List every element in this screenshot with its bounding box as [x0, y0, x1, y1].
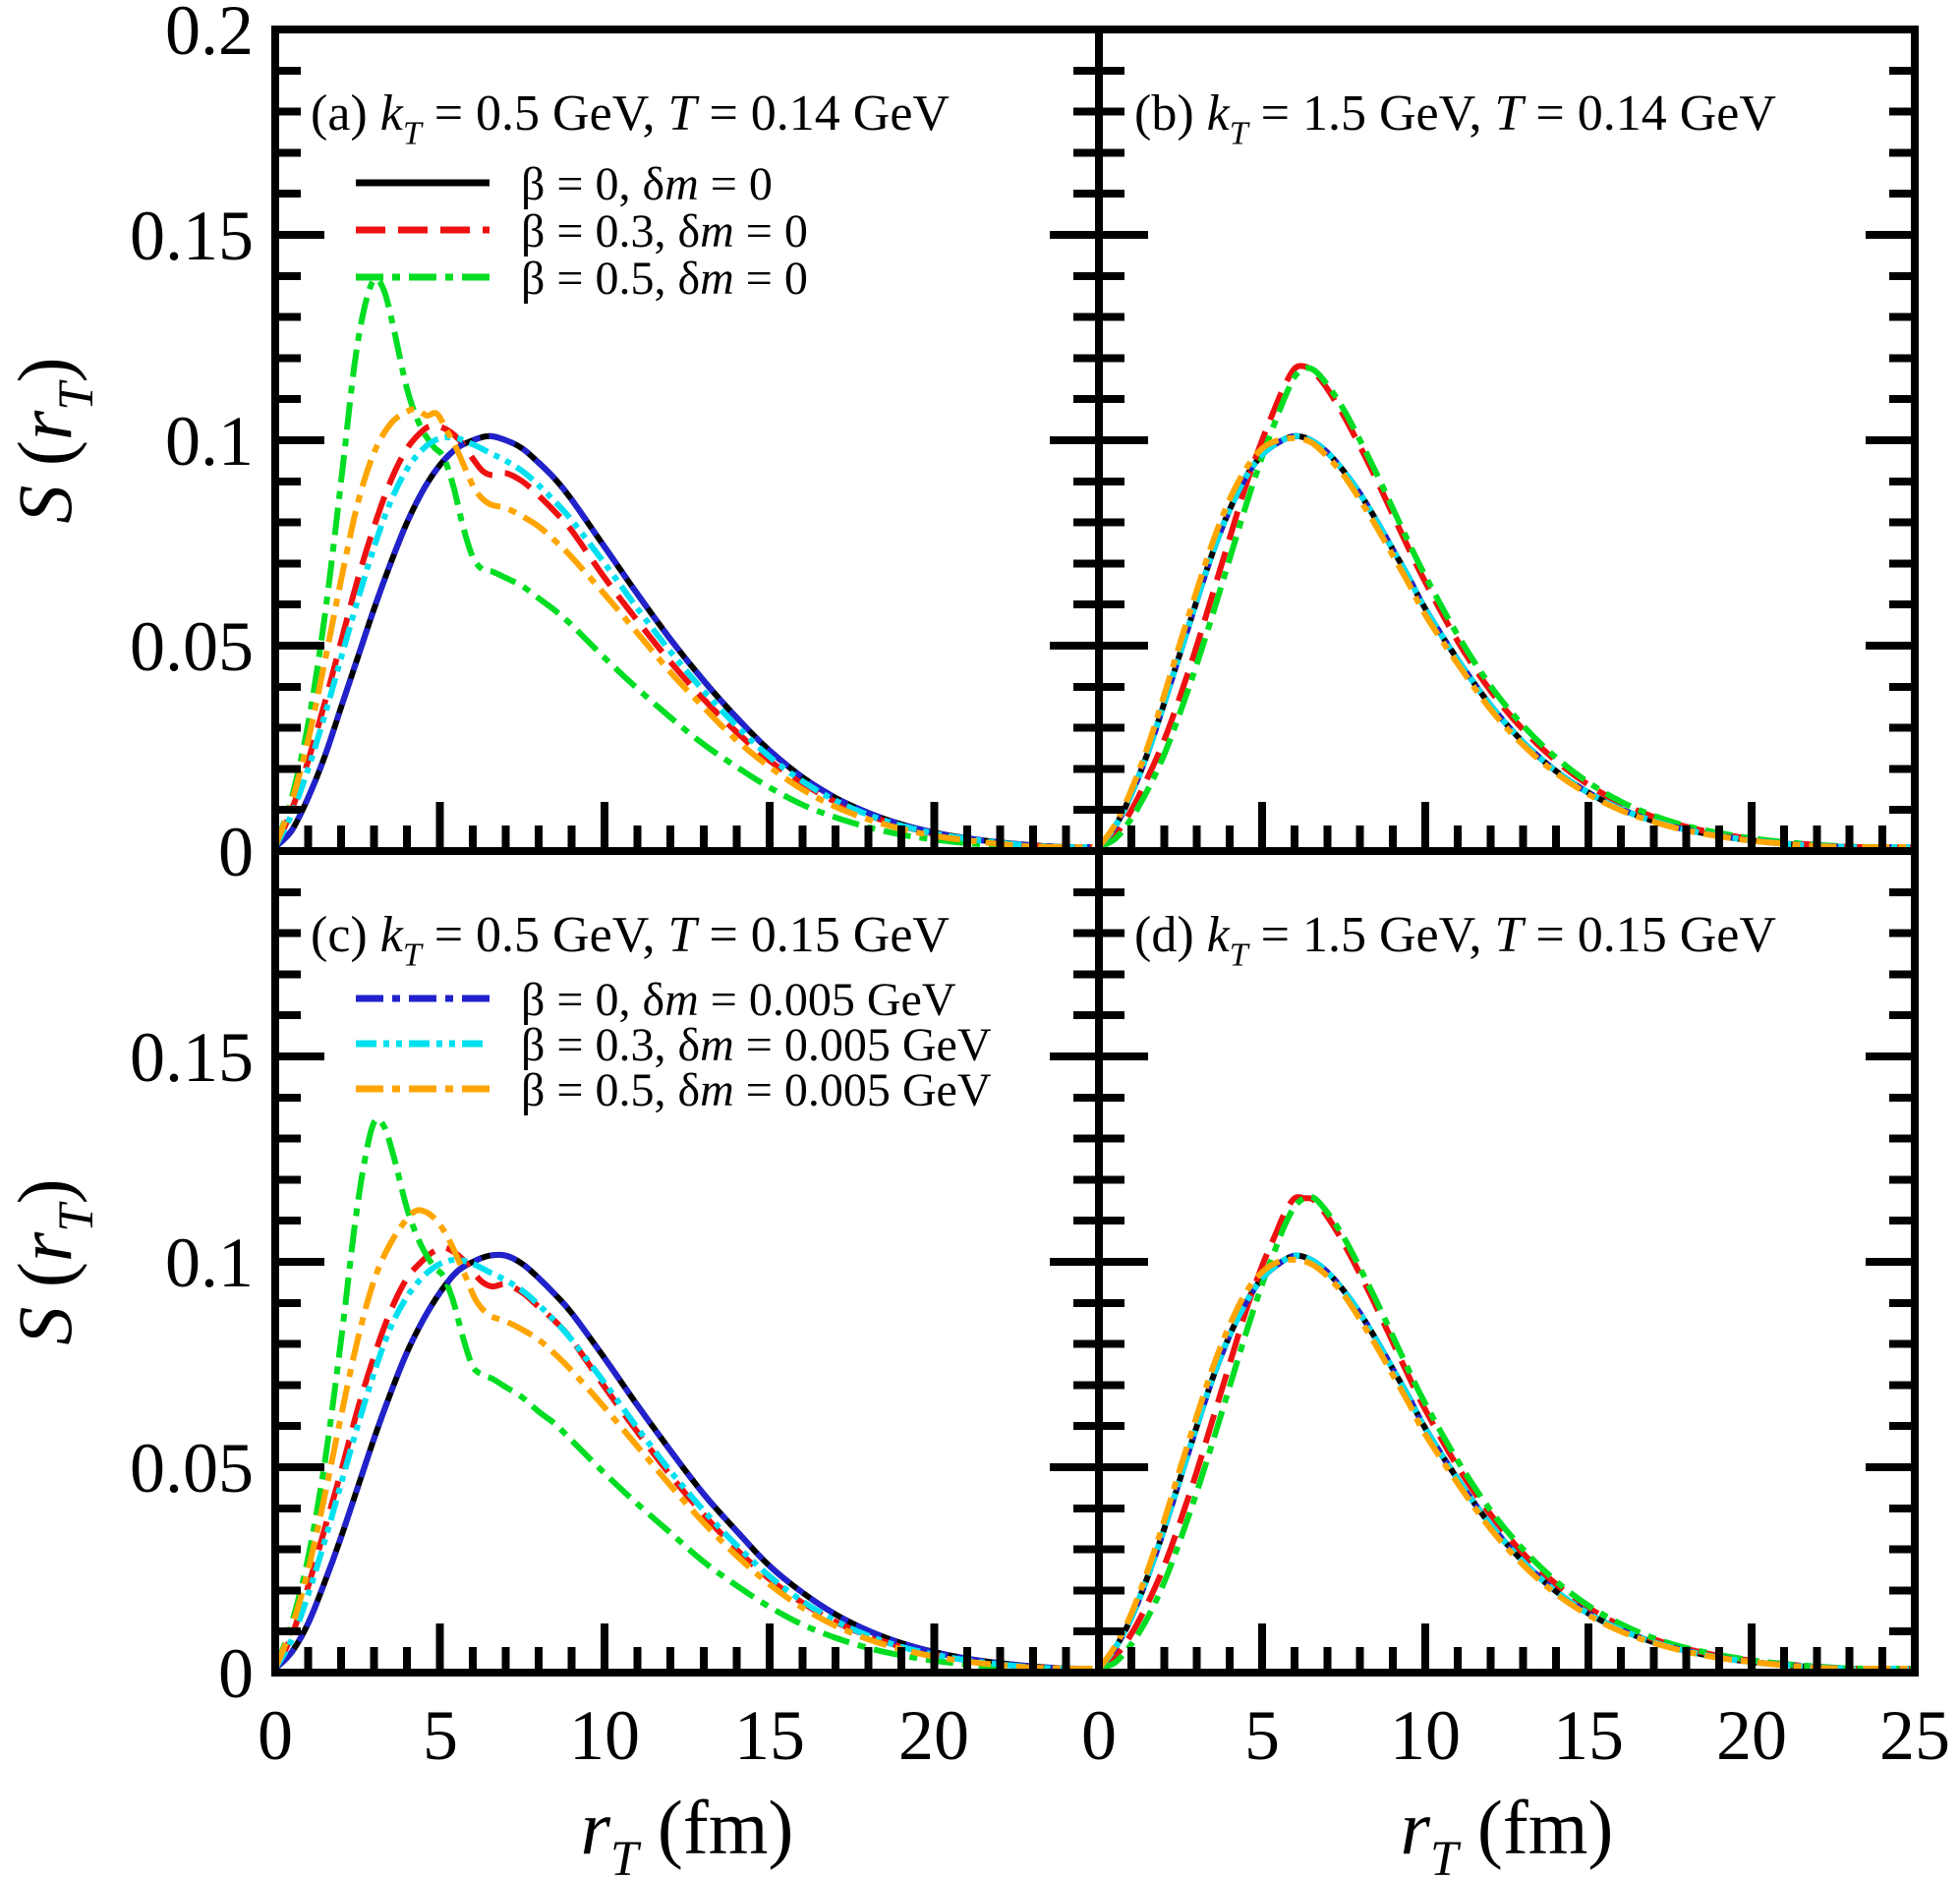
panel-d: (d) kT = 1.5 GeV, T = 0.15 GeV: [1095, 847, 1919, 1677]
curves-c: [275, 1115, 1093, 1673]
y-tick-label: 0.05: [130, 607, 254, 686]
y-tick-label: 0: [218, 813, 254, 891]
y-ticks-a: [275, 66, 1099, 815]
y-axis-title-top: S (rT): [2, 357, 104, 523]
curve-b-beta0dm: [1099, 432, 1915, 851]
x-tick-label: 0: [1081, 1696, 1117, 1775]
x-tick-label: 5: [423, 1696, 458, 1775]
legend-a: β = 0, δm = 0β = 0.3, δm = 0β = 0.5, δm …: [356, 158, 808, 305]
curve-b-beta03dm: [1099, 432, 1915, 851]
y-tick-label: 0.1: [165, 402, 254, 481]
y-tick-label: 0.05: [130, 1429, 254, 1508]
y-tick-label: 0.15: [130, 1018, 254, 1097]
legend-label-beta0dm: β = 0, δm = 0.005 GeV: [521, 974, 956, 1026]
x-tick-label: 10: [1390, 1696, 1461, 1775]
y-ticks-b: [1099, 66, 1915, 815]
legend-label-beta05dm: β = 0.5, δm = 0.005 GeV: [521, 1064, 992, 1116]
x-ticks-d: [1127, 1623, 1886, 1673]
curves-d: [1099, 1193, 1915, 1673]
panel-title-c: (c) kT = 0.5 GeV, T = 0.15 GeV: [311, 907, 950, 974]
panel-b: (b) kT = 1.5 GeV, T = 0.14 GeV: [1095, 26, 1919, 855]
curves-a: [275, 276, 1093, 851]
curve-c-beta03dm: [275, 1256, 1093, 1673]
y-tick-label: 0.2: [165, 0, 254, 70]
curve-b-beta05: [1099, 365, 1915, 851]
y-ticks-c: [275, 887, 1099, 1636]
y-tick-label: 0.15: [130, 197, 254, 275]
curve-a-beta03dm: [275, 433, 1093, 851]
x-tick-label: 25: [1879, 1696, 1950, 1775]
curve-d-beta05dm: [1099, 1256, 1915, 1673]
curve-a-beta05dm: [275, 406, 1093, 851]
x-tick-label: 10: [569, 1696, 640, 1775]
panel-title-b: (b) kT = 1.5 GeV, T = 0.14 GeV: [1134, 85, 1776, 152]
curve-a-beta0: [275, 432, 1093, 851]
x-axis-title-left: rT (fm): [581, 1785, 794, 1878]
x-ticks-b: [1127, 802, 1886, 851]
y-tick-label: 0.1: [165, 1224, 254, 1302]
x-tick-label: 15: [1553, 1696, 1624, 1775]
curve-d-beta03dm: [1099, 1252, 1915, 1673]
legend-label-beta0: β = 0, δm = 0: [521, 158, 773, 210]
curve-c-beta05: [275, 1115, 1093, 1673]
y-axis-title-bottom: S (rT): [2, 1178, 104, 1344]
panel-title-d: (d) kT = 1.5 GeV, T = 0.15 GeV: [1134, 907, 1776, 974]
curve-c-beta0dm: [275, 1251, 1093, 1673]
curves-b: [1099, 363, 1915, 851]
curve-d-beta05: [1099, 1193, 1915, 1673]
panel-title-a: (a) kT = 0.5 GeV, T = 0.14 GeV: [311, 85, 950, 152]
curve-d-beta0: [1099, 1252, 1915, 1673]
x-tick-label: 0: [258, 1696, 293, 1775]
curve-c-beta05dm: [275, 1207, 1093, 1673]
x-tick-label: 20: [898, 1696, 969, 1775]
y-ticks-d: [1099, 887, 1915, 1636]
curve-a-beta05: [275, 276, 1093, 851]
curve-d-beta0dm: [1099, 1252, 1915, 1673]
legend-label-beta03dm: β = 0.3, δm = 0.005 GeV: [521, 1019, 992, 1071]
x-axis-title-right: rT (fm): [1401, 1785, 1614, 1878]
x-tick-label: 20: [1716, 1696, 1787, 1775]
legend-label-beta03: β = 0.3, δm = 0: [521, 205, 808, 257]
y-tick-label: 0: [218, 1634, 254, 1713]
curve-b-beta03: [1099, 363, 1915, 851]
x-tick-label: 15: [734, 1696, 805, 1775]
x-ticks-c: [304, 1623, 1070, 1673]
curve-b-beta0: [1099, 432, 1915, 851]
curve-b-beta05dm: [1099, 434, 1915, 851]
curve-a-beta0dm: [275, 432, 1093, 851]
x-ticks-a: [304, 802, 1070, 851]
curve-a-beta03: [275, 423, 1093, 851]
x-tick-label: 5: [1244, 1696, 1280, 1775]
legend-label-beta05: β = 0.5, δm = 0: [521, 253, 808, 305]
curve-d-beta03: [1099, 1194, 1915, 1673]
